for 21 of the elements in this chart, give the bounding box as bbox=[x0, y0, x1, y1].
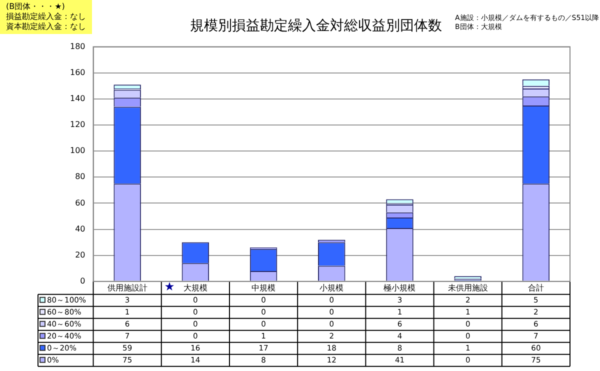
text: 資本勘定繰入金：なし bbox=[6, 22, 86, 32]
y-tick-label: 60 bbox=[75, 198, 86, 208]
y-tick-label: 20 bbox=[75, 250, 86, 260]
y-tick-label: 0 bbox=[80, 276, 86, 286]
text: 損益勘定繰入金：なし bbox=[6, 12, 86, 22]
x-tick-label: 大規模 bbox=[183, 283, 208, 292]
x-tick-label: 中規模 bbox=[252, 283, 276, 292]
chart-title: 規模別損益勘定繰入金対総収益別団体数 bbox=[190, 18, 442, 34]
y-tick-label: 180 bbox=[70, 42, 86, 51]
y-tick-label: 120 bbox=[70, 120, 86, 130]
x-tick-label: 供用施設計 bbox=[107, 283, 148, 292]
x-tick-label: 合計 bbox=[528, 283, 544, 292]
y-tick-label: 160 bbox=[70, 68, 86, 77]
y-tick-label: 100 bbox=[70, 146, 86, 156]
text: (B団体・・・★) bbox=[6, 2, 66, 12]
x-tick-label: 未供用施設 bbox=[448, 283, 488, 292]
y-tick-label: 140 bbox=[70, 94, 86, 104]
y-tick-label: 80 bbox=[75, 172, 86, 182]
x-tick-label: 小規模 bbox=[320, 283, 344, 292]
y-tick-label: 40 bbox=[75, 224, 86, 234]
x-tick-label: 極小規模 bbox=[384, 283, 416, 292]
